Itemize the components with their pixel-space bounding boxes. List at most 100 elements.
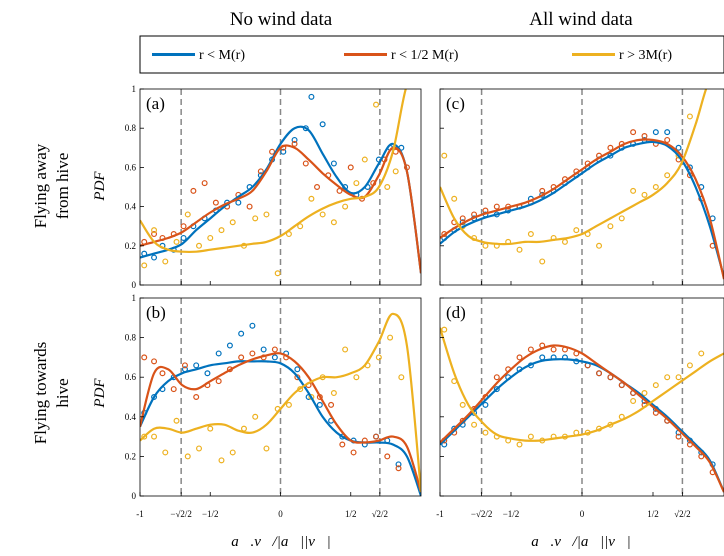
y-tick-label: 1 [132, 293, 137, 303]
data-point-yellow [387, 334, 394, 341]
y-tick-label: 0.8 [125, 123, 137, 133]
data-point-red [350, 449, 357, 456]
data-point-yellow [641, 191, 648, 198]
x-axis-label-right: a⃗.v⃗/|a⃗||v⃗| [531, 534, 630, 550]
data-point-red [215, 378, 222, 385]
data-point-yellow [330, 390, 337, 397]
data-point-red [201, 180, 208, 187]
data-point-yellow [342, 203, 349, 210]
data-point-yellow [218, 457, 225, 464]
data-point-blue [291, 136, 298, 143]
legend-label-blue: r < M(r) [199, 48, 245, 63]
data-point-yellow [618, 215, 625, 222]
row-title-away-line2: from hive [53, 153, 72, 220]
data-point-red [181, 362, 188, 369]
data-point-yellow [630, 397, 637, 404]
y-tick-label: 1 [132, 84, 137, 94]
series-line-red [140, 144, 421, 274]
x-tick-label: −1/2 [503, 509, 520, 519]
y-axis-label-bottom: PDF [92, 378, 108, 409]
data-point-red [395, 465, 402, 472]
data-point-yellow [184, 211, 191, 218]
data-point-yellow [229, 219, 236, 226]
data-point-blue [441, 441, 448, 448]
data-point-red [339, 441, 346, 448]
data-point-blue [493, 386, 500, 393]
panel-d: -1 −√2/2 −1/2 0 1/2 √2/2 (d) [436, 297, 724, 519]
data-point-blue [235, 199, 242, 206]
data-point-yellow [162, 449, 169, 456]
x-tick-label: 0 [580, 509, 585, 519]
x-tick-label: −1/2 [202, 509, 219, 519]
data-point-yellow [319, 211, 326, 218]
data-point-blue [664, 129, 671, 136]
y-tick-label: 0.2 [125, 241, 136, 251]
panel-c: (c) [439, 88, 724, 286]
data-point-yellow [263, 211, 270, 218]
data-point-yellow [196, 445, 203, 452]
data-point-yellow [330, 219, 337, 226]
data-point-blue [395, 461, 402, 468]
panel-label-b: (b) [146, 303, 166, 322]
data-point-red [246, 203, 253, 210]
data-point-red [190, 187, 197, 194]
data-point-yellow [527, 433, 534, 440]
data-point-yellow [652, 382, 659, 389]
data-point-yellow [297, 223, 304, 230]
x-tick-label: √2/2 [372, 509, 388, 519]
row-title-towards-line2: hive [53, 378, 72, 407]
data-point-yellow [516, 246, 523, 253]
data-point-yellow [173, 417, 180, 424]
data-point-yellow [252, 215, 259, 222]
x-tick-label: −√2/2 [471, 509, 493, 519]
data-point-yellow [252, 413, 259, 420]
data-point-yellow [664, 374, 671, 381]
data-point-blue [330, 160, 337, 167]
data-point-red [607, 374, 614, 381]
data-point-blue [652, 129, 659, 136]
data-point-red [159, 370, 166, 377]
data-point-red [630, 129, 637, 136]
data-point-yellow [641, 390, 648, 397]
y-tick-label: 0.6 [125, 372, 137, 382]
data-point-red [664, 136, 671, 143]
y-tick-label: 0 [132, 491, 137, 501]
series-line-yellow [140, 312, 421, 493]
data-point-yellow [471, 421, 478, 428]
data-point-red [550, 346, 557, 353]
data-point-yellow [664, 172, 671, 179]
data-point-yellow [698, 350, 705, 357]
data-point-blue [249, 322, 256, 329]
data-point-blue [607, 152, 614, 159]
data-point-red [607, 144, 614, 151]
data-point-yellow [184, 453, 191, 460]
data-point-yellow [384, 184, 391, 191]
data-point-blue [180, 234, 187, 241]
data-point-red [527, 346, 534, 353]
legend: r < M(r) r < 1/2 M(r) r > 3M(r) [139, 35, 724, 74]
data-point-red [516, 354, 523, 361]
y-tick-label: 0.4 [125, 412, 137, 422]
data-point-red [675, 433, 682, 440]
data-point-red [314, 184, 321, 191]
data-point-yellow [141, 433, 148, 440]
data-point-red [180, 223, 187, 230]
data-point-red [347, 164, 354, 171]
data-point-red [493, 203, 500, 210]
data-point-yellow [441, 152, 448, 159]
data-point-blue [215, 350, 222, 357]
data-point-red [271, 346, 278, 353]
panel-a: 0 0.2 0.4 0.6 0.8 1 (a) [125, 84, 422, 290]
data-point-yellow [218, 227, 225, 234]
row-title-towards: Flying towards hive [31, 342, 72, 444]
data-point-yellow [398, 374, 405, 381]
data-point-yellow [308, 195, 315, 202]
data-point-yellow [361, 156, 368, 163]
column-title-no-wind: No wind data [230, 9, 333, 30]
data-point-blue [308, 93, 315, 100]
data-point-yellow [451, 195, 458, 202]
row-title-away-line1: Flying away [31, 143, 50, 228]
data-point-yellow [285, 401, 292, 408]
data-point-yellow [274, 270, 281, 277]
data-point-blue [204, 370, 211, 377]
